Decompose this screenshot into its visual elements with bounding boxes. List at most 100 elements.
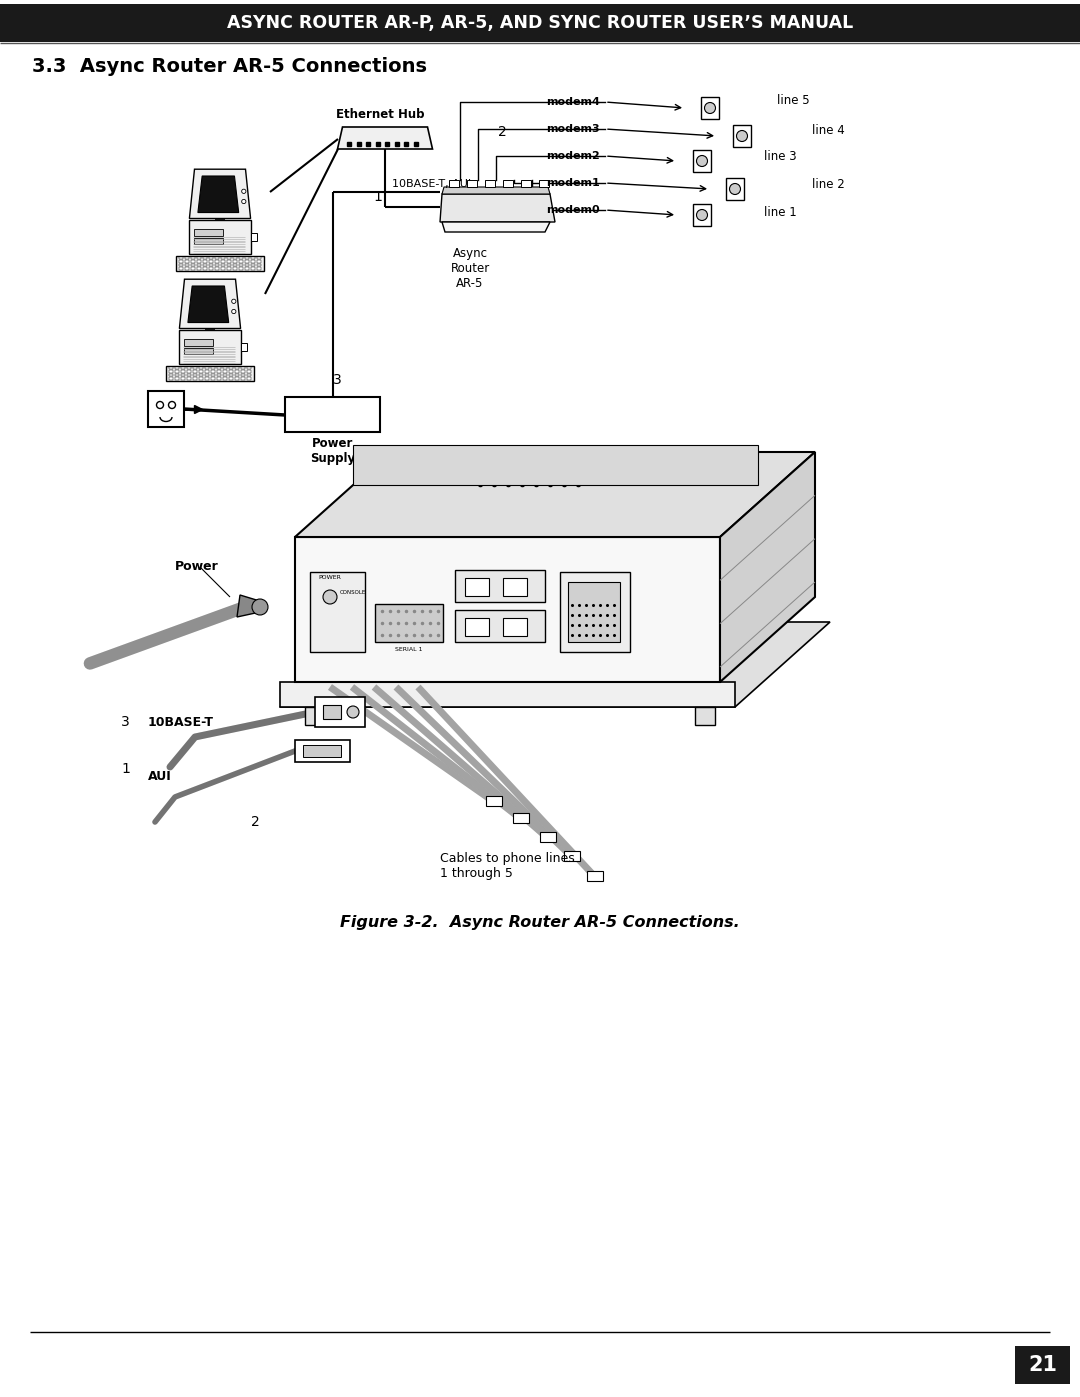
FancyBboxPatch shape	[170, 373, 174, 376]
FancyBboxPatch shape	[246, 367, 251, 369]
FancyBboxPatch shape	[170, 367, 174, 369]
FancyBboxPatch shape	[170, 370, 174, 373]
Circle shape	[252, 599, 268, 615]
FancyBboxPatch shape	[540, 831, 555, 842]
FancyBboxPatch shape	[215, 264, 219, 265]
FancyBboxPatch shape	[455, 570, 545, 602]
Polygon shape	[179, 279, 241, 328]
FancyBboxPatch shape	[220, 260, 225, 263]
FancyBboxPatch shape	[193, 237, 224, 244]
Polygon shape	[442, 222, 550, 232]
FancyBboxPatch shape	[503, 617, 527, 636]
Polygon shape	[337, 127, 432, 149]
FancyBboxPatch shape	[205, 367, 210, 369]
FancyBboxPatch shape	[185, 257, 189, 260]
Text: Ethernet Hub: Ethernet Hub	[336, 108, 424, 122]
FancyBboxPatch shape	[241, 373, 245, 376]
FancyBboxPatch shape	[191, 264, 195, 265]
FancyBboxPatch shape	[181, 367, 186, 369]
Polygon shape	[280, 622, 831, 707]
FancyBboxPatch shape	[175, 373, 179, 376]
FancyBboxPatch shape	[588, 872, 604, 882]
FancyBboxPatch shape	[208, 267, 213, 270]
FancyBboxPatch shape	[197, 267, 201, 270]
FancyBboxPatch shape	[693, 149, 711, 172]
FancyBboxPatch shape	[179, 330, 241, 365]
FancyBboxPatch shape	[246, 377, 251, 380]
FancyBboxPatch shape	[241, 367, 245, 369]
Text: AUI: AUI	[148, 771, 172, 784]
FancyBboxPatch shape	[234, 373, 239, 376]
FancyBboxPatch shape	[217, 367, 221, 369]
Text: Power
Supply: Power Supply	[310, 437, 355, 465]
FancyBboxPatch shape	[220, 267, 225, 270]
FancyBboxPatch shape	[227, 264, 231, 265]
Polygon shape	[442, 187, 550, 194]
FancyBboxPatch shape	[208, 264, 213, 265]
FancyBboxPatch shape	[521, 180, 531, 187]
Circle shape	[697, 155, 707, 166]
FancyBboxPatch shape	[193, 229, 224, 236]
FancyBboxPatch shape	[0, 4, 1080, 42]
FancyBboxPatch shape	[564, 851, 580, 861]
FancyBboxPatch shape	[513, 813, 529, 823]
FancyBboxPatch shape	[234, 377, 239, 380]
FancyBboxPatch shape	[179, 257, 184, 260]
FancyBboxPatch shape	[215, 267, 219, 270]
FancyBboxPatch shape	[175, 370, 179, 373]
Circle shape	[704, 102, 715, 113]
Polygon shape	[375, 604, 443, 643]
FancyBboxPatch shape	[239, 264, 243, 265]
Circle shape	[697, 210, 707, 221]
Text: Cables to phone lines
1 through 5: Cables to phone lines 1 through 5	[440, 852, 575, 880]
FancyBboxPatch shape	[187, 373, 191, 376]
FancyBboxPatch shape	[166, 366, 254, 381]
Text: 10BASE-T: 10BASE-T	[148, 715, 214, 728]
FancyBboxPatch shape	[199, 377, 203, 380]
FancyBboxPatch shape	[246, 370, 251, 373]
Circle shape	[737, 130, 747, 141]
Text: 3: 3	[121, 715, 130, 729]
FancyBboxPatch shape	[211, 370, 215, 373]
FancyBboxPatch shape	[310, 571, 365, 652]
FancyBboxPatch shape	[189, 221, 251, 254]
FancyBboxPatch shape	[227, 267, 231, 270]
FancyBboxPatch shape	[561, 571, 630, 652]
FancyBboxPatch shape	[568, 583, 620, 643]
Polygon shape	[188, 286, 229, 323]
FancyBboxPatch shape	[205, 373, 210, 376]
FancyBboxPatch shape	[227, 260, 231, 263]
FancyBboxPatch shape	[211, 377, 215, 380]
Text: CONSOLE: CONSOLE	[340, 590, 366, 595]
Polygon shape	[198, 176, 239, 212]
Circle shape	[347, 705, 359, 718]
Circle shape	[232, 299, 235, 303]
FancyBboxPatch shape	[203, 260, 207, 263]
FancyBboxPatch shape	[175, 377, 179, 380]
Circle shape	[242, 200, 246, 204]
FancyBboxPatch shape	[251, 264, 255, 265]
Text: 1: 1	[121, 761, 130, 775]
Polygon shape	[295, 536, 720, 682]
Text: 21: 21	[1028, 1355, 1057, 1375]
FancyBboxPatch shape	[222, 373, 227, 376]
FancyBboxPatch shape	[179, 264, 184, 265]
Text: modem4: modem4	[546, 96, 600, 108]
Circle shape	[157, 401, 163, 408]
FancyBboxPatch shape	[241, 377, 245, 380]
FancyBboxPatch shape	[179, 260, 184, 263]
Text: 2: 2	[498, 124, 507, 138]
Polygon shape	[189, 169, 251, 218]
Text: SERIAL 1: SERIAL 1	[395, 647, 422, 652]
FancyBboxPatch shape	[239, 267, 243, 270]
FancyBboxPatch shape	[199, 370, 203, 373]
FancyBboxPatch shape	[217, 370, 221, 373]
Polygon shape	[237, 595, 264, 617]
FancyBboxPatch shape	[211, 373, 215, 376]
Text: line 1: line 1	[764, 207, 797, 219]
FancyBboxPatch shape	[229, 367, 233, 369]
FancyBboxPatch shape	[245, 257, 248, 260]
Text: modem1: modem1	[546, 177, 600, 189]
FancyBboxPatch shape	[185, 267, 189, 270]
FancyBboxPatch shape	[229, 377, 233, 380]
